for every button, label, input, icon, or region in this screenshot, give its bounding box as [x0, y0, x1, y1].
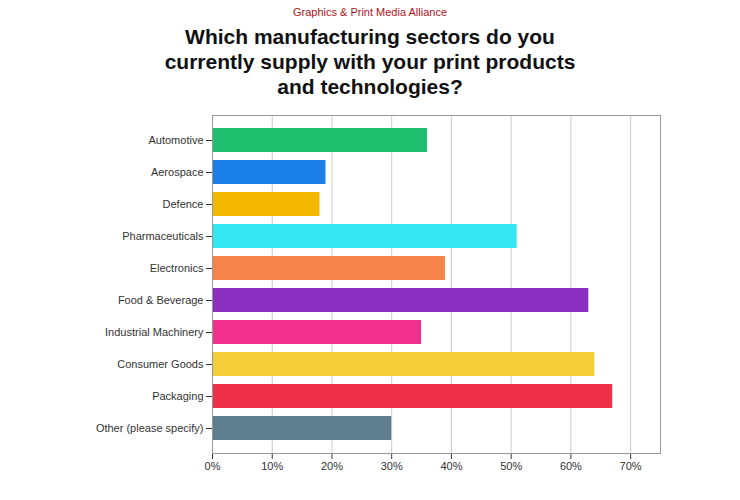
- svg-text:Food & Beverage: Food & Beverage: [118, 294, 204, 306]
- svg-text:Defence: Defence: [163, 198, 204, 210]
- svg-text:70%: 70%: [620, 460, 642, 472]
- svg-text:20%: 20%: [321, 460, 343, 472]
- svg-text:Electronics: Electronics: [150, 262, 204, 274]
- svg-text:Automotive: Automotive: [148, 134, 203, 146]
- html-text:Graphics & Print Media Allianc: Graphics & Print Media Alliance: [293, 6, 447, 18]
- svg-text:Packaging: Packaging: [152, 390, 203, 402]
- svg-text:50%: 50%: [500, 460, 522, 472]
- svg-text:Pharmaceuticals: Pharmaceuticals: [122, 230, 204, 242]
- svg-text:10%: 10%: [261, 460, 283, 472]
- svg-text:60%: 60%: [560, 460, 582, 472]
- svg-text:Consumer Goods: Consumer Goods: [117, 358, 204, 370]
- svg-text:Aerospace: Aerospace: [151, 166, 204, 178]
- svg-text:0%: 0%: [205, 460, 221, 472]
- svg-text:Other (please specify): Other (please specify): [96, 422, 204, 434]
- svg-text:Industrial Machinery: Industrial Machinery: [105, 326, 204, 338]
- html-text:Which manufacturing sectors do: Which manufacturing sectors do you curre…: [164, 25, 576, 98]
- svg-text:30%: 30%: [381, 460, 403, 472]
- svg-text:40%: 40%: [440, 460, 462, 472]
